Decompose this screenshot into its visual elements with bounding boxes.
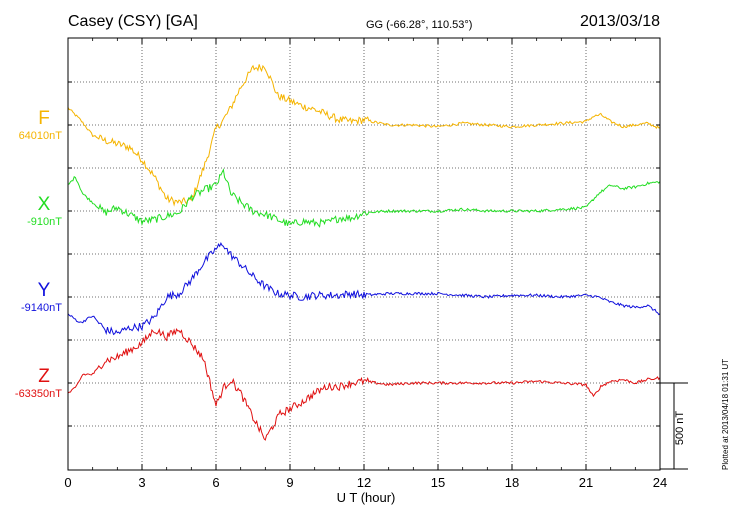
x-tick-label-12: 12 — [356, 475, 372, 490]
x-tick-label-0: 0 — [64, 475, 72, 490]
component-name-y: Y — [37, 280, 51, 301]
x-tick-label-21: 21 — [578, 475, 594, 490]
x-axis-label: U T (hour) — [336, 490, 396, 505]
x-tick-label-3: 3 — [138, 475, 146, 490]
x-tick-label-18: 18 — [504, 475, 520, 490]
trace-z — [67, 327, 661, 441]
trace-f — [67, 64, 661, 207]
component-baseline-x: -910nT — [27, 216, 62, 228]
geographic-coordinates: GG (-66.28°, 110.53°) — [366, 19, 473, 31]
observation-date: 2013/03/18 — [580, 13, 661, 30]
component-name-z: Z — [38, 366, 50, 387]
x-tick-label-6: 6 — [212, 475, 220, 490]
component-baseline-f: 64010nT — [18, 130, 62, 142]
x-tick-label-9: 9 — [286, 475, 294, 490]
x-tick-label-15: 15 — [430, 475, 446, 490]
component-name-f: F — [38, 108, 50, 129]
trace-y — [67, 242, 661, 336]
component-baseline-z: -63350nT — [14, 388, 62, 400]
x-tick-label-24: 24 — [652, 475, 668, 490]
scale-bar — [660, 382, 688, 470]
grid-lines — [68, 38, 660, 470]
trace-x — [67, 168, 661, 228]
component-name-x: X — [37, 194, 51, 215]
plot-frame — [67, 37, 661, 471]
component-baseline-y: -9140nT — [21, 302, 62, 314]
component-traces — [67, 64, 661, 441]
scale-bar-label: 500 nT — [674, 410, 686, 446]
station-title: Casey (CSY) [GA] — [68, 13, 198, 30]
